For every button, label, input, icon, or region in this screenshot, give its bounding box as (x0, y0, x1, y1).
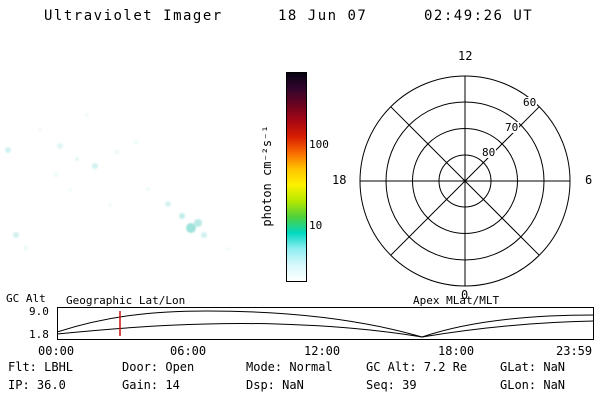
uv-speckle (92, 163, 98, 169)
uv-speckle (38, 127, 42, 131)
mlt-label-0: 0 (461, 288, 469, 302)
status-dsp: Dsp: NaN (246, 378, 304, 392)
uv-speckle (146, 187, 150, 191)
polar-plot-grid (359, 75, 571, 287)
xtick-1200: 12:00 (304, 344, 341, 358)
gc-alt-ymax: 9.0 (29, 305, 49, 318)
colorbar-tick-10: 10 (309, 219, 323, 232)
uv-speckle (134, 140, 138, 144)
orbit-curve-upper (57, 310, 594, 338)
uv-speckle (75, 157, 79, 161)
mlt-label-18: 18 (332, 173, 347, 187)
xtick-0600: 06:00 (170, 344, 207, 358)
uv-speckle (85, 113, 89, 117)
uv-speckle (186, 223, 196, 233)
status-gc-alt: GC Alt: 7.2 Re (366, 360, 468, 374)
status-glon: GLon: NaN (500, 378, 566, 392)
mlt-label-12: 12 (458, 49, 473, 63)
gc-alt-ymin: 1.8 (29, 328, 49, 341)
colorbar-units-label: photon cm⁻²s⁻¹ (260, 125, 274, 227)
chart-border (57, 307, 594, 340)
uv-speckle (165, 201, 171, 207)
header-date: 18 Jun 07 (278, 8, 368, 24)
orbit-curve-lower (57, 320, 594, 338)
lat-label-60: 60 (522, 96, 538, 109)
uv-speckle (68, 188, 72, 192)
status-mode: Mode: Normal (246, 360, 333, 374)
status-glat: GLat: NaN (500, 360, 566, 374)
uv-speckle (194, 219, 202, 227)
uv-speckle (115, 150, 119, 154)
uv-speckle (179, 213, 185, 219)
apex-mlat-mlt-label: Apex MLat/MLT (413, 294, 500, 307)
gc-alt-chart (57, 307, 594, 340)
xtick-1800: 18:00 (438, 344, 475, 358)
header-time: 02:49:26 UT (424, 8, 534, 24)
uv-speckle (57, 143, 63, 149)
page-title: Ultraviolet Imager (44, 8, 223, 24)
colorbar-gradient (286, 72, 307, 282)
uv-speckle (201, 232, 207, 238)
colorbar-tick-100: 100 (309, 138, 329, 151)
status-gain: Gain: 14 (122, 378, 180, 392)
lat-label-80: 80 (481, 146, 497, 159)
lat-label-70: 70 (504, 121, 520, 134)
status-flt: Flt: LBHL (8, 360, 74, 374)
uv-speckle (54, 173, 58, 177)
gc-alt-axis-title: GC Alt (6, 292, 46, 305)
status-ip: IP: 36.0 (8, 378, 66, 392)
uv-speckle (13, 232, 19, 238)
uv-speckle (24, 246, 28, 250)
xtick-0000: 00:00 (38, 344, 75, 358)
geographic-latlon-label: Geographic Lat/Lon (66, 294, 186, 307)
uv-speckle (5, 147, 11, 153)
status-door: Door: Open (122, 360, 195, 374)
xtick-2359: 23:59 (556, 344, 593, 358)
status-seq: Seq: 39 (366, 378, 417, 392)
uv-speckle (108, 203, 112, 207)
mlt-label-6: 6 (585, 173, 593, 187)
uv-speckle (226, 247, 230, 251)
